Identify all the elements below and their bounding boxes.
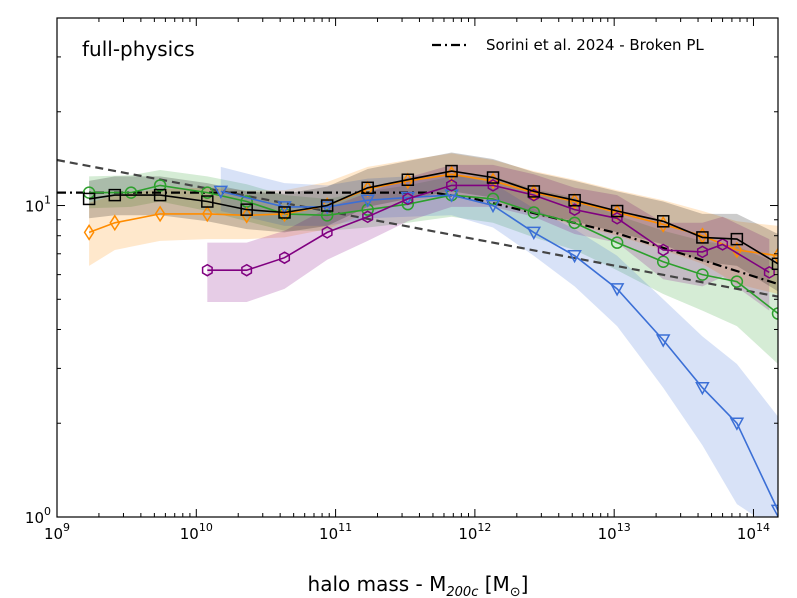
chart: 109 1010 1011 1012 1013 1014 100 101 full-physi… [0, 0, 797, 598]
x-tick-label: 1014 [737, 521, 770, 543]
error-bands [89, 153, 778, 532]
x-axis-title: halo mass - M200c [M⊙] [308, 572, 529, 598]
x-tick-label: 1013 [598, 521, 631, 543]
x-tick-label: 1011 [319, 521, 352, 543]
x-tick-label: 1012 [458, 521, 491, 543]
x-axis-title-sun: ⊙ [510, 585, 521, 598]
legend: Sorini et al. 2024 - Broken PL [432, 36, 704, 54]
legend-label: Sorini et al. 2024 - Broken PL [486, 36, 704, 54]
y-tick-label: 101 [25, 194, 51, 216]
x-axis-title-close: ] [521, 572, 529, 596]
x-axis-title-sub: 200c [446, 585, 478, 598]
panel-title: full-physics [82, 37, 195, 61]
y-tick-label: 100 [25, 505, 51, 527]
x-tick-label: 109 [44, 521, 70, 543]
x-axis-title-unit: [M [478, 572, 509, 596]
x-axis-title-main: halo mass - M [308, 572, 447, 596]
x-tick-label: 1010 [180, 521, 213, 543]
